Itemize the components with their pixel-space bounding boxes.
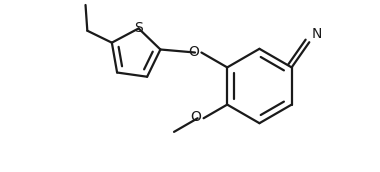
Text: N: N [311,27,321,41]
Text: S: S [134,22,143,35]
Text: O: O [188,45,200,58]
Text: O: O [190,110,201,124]
